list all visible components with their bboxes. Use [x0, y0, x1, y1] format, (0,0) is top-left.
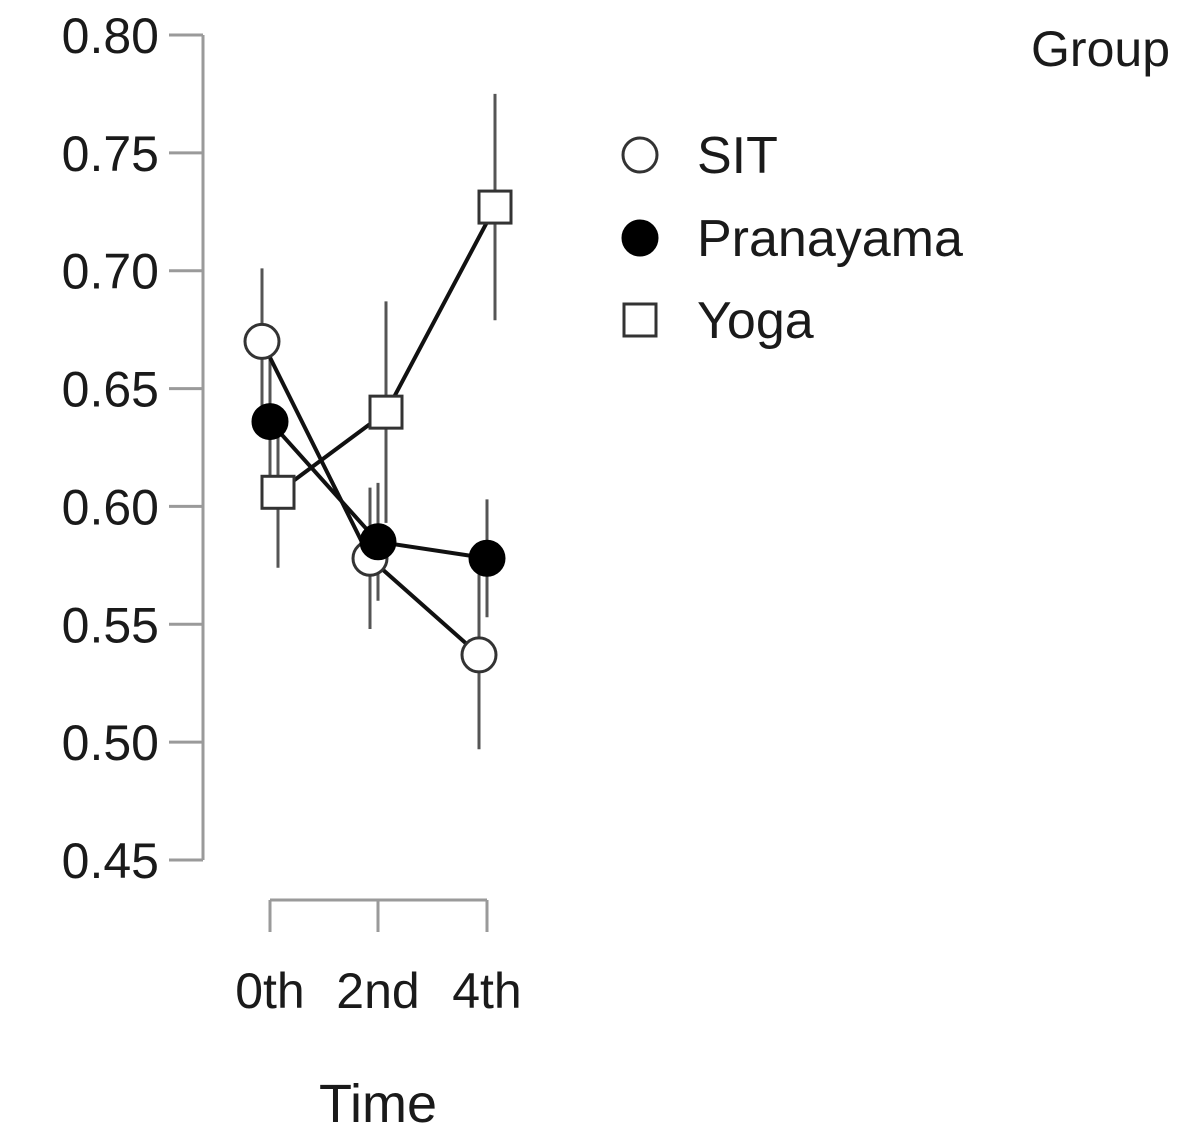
data-point-yoga	[368, 394, 404, 430]
legend-title: Group	[1031, 21, 1170, 77]
y-tick-label: 0.45	[62, 833, 159, 889]
data-point-sit	[460, 636, 498, 674]
legend-item-yoga: Yoga	[622, 292, 814, 350]
y-tick-label: 0.70	[62, 244, 159, 300]
y-tick-label: 0.75	[62, 126, 159, 182]
legend-label: Yoga	[697, 292, 814, 350]
data-point-yoga	[477, 189, 513, 225]
data-point-pranayama	[359, 523, 397, 561]
x-tick-label: 0th	[235, 963, 305, 1019]
legend-item-sit: SIT	[621, 127, 778, 185]
y-tick-label: 0.55	[62, 597, 159, 653]
y-tick-label: 0.80	[62, 8, 159, 64]
legend-marker-sit	[621, 136, 659, 174]
data-point-pranayama	[468, 539, 506, 577]
legend-label: Pranayama	[697, 210, 963, 268]
x-axis: 0th 2nd 4th Time	[235, 898, 522, 1134]
x-axis-title: Time	[319, 1074, 437, 1131]
y-tick-label: 0.50	[62, 715, 159, 771]
legend-marker-yoga	[622, 302, 658, 338]
y-axis: 0.45 0.50 0.55 0.60 0.65 0.70 0.75 0.80	[62, 8, 205, 889]
plot-area	[243, 93, 513, 750]
legend-item-pranayama: Pranayama	[621, 210, 963, 268]
data-point-pranayama	[251, 403, 289, 441]
y-tick-label: 0.65	[62, 362, 159, 418]
legend-marker-pranayama	[621, 219, 659, 257]
x-tick-label: 2nd	[336, 963, 419, 1019]
data-point-sit	[243, 322, 281, 360]
legend-label: SIT	[697, 127, 778, 185]
legend: Group SIT Pranayama Yoga	[621, 21, 1170, 350]
data-point-yoga	[260, 474, 296, 510]
y-tick-label: 0.60	[62, 479, 159, 535]
x-tick-label: 4th	[452, 963, 522, 1019]
series-points	[243, 189, 513, 674]
